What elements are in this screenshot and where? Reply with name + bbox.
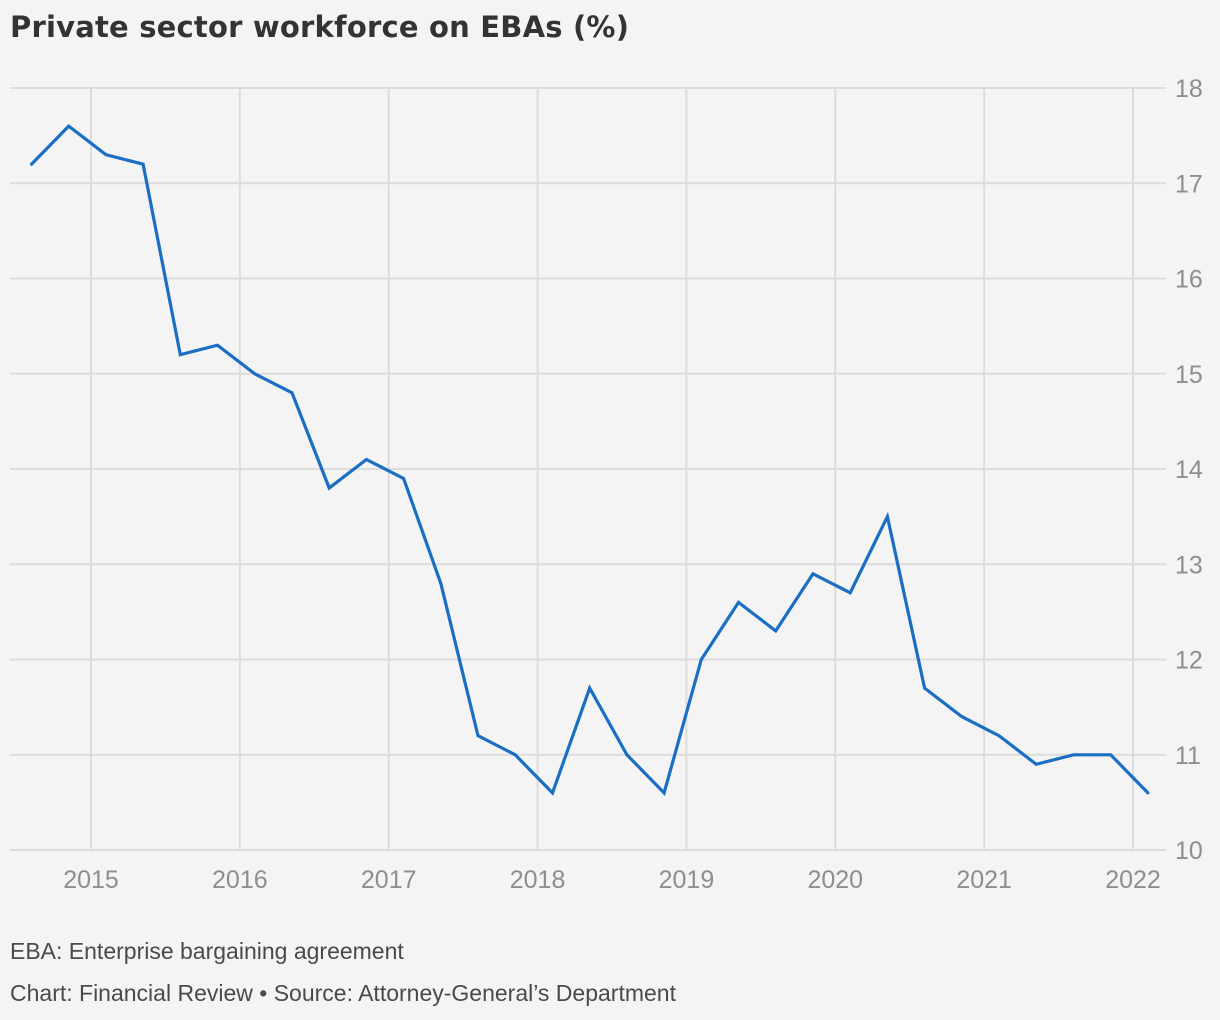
y-tick-label: 14 <box>1175 456 1203 484</box>
source-credit: Chart: Financial Review • Source: Attorn… <box>10 980 676 1006</box>
eba-definition-note: EBA: Enterprise bargaining agreement <box>10 938 404 964</box>
x-tick-label: 2017 <box>361 866 417 894</box>
x-tick-label: 2018 <box>510 866 566 894</box>
grid-lines <box>10 87 1166 851</box>
y-tick-label: 16 <box>1175 266 1203 294</box>
y-tick-label: 10 <box>1175 837 1203 865</box>
y-tick-label: 11 <box>1175 742 1201 770</box>
series-line <box>29 123 1150 797</box>
x-tick-label: 2021 <box>956 866 1012 894</box>
tick-labels: 10 11 12 13 14 15 16 17 18 2015 2016 2017 2018 2019 20… <box>63 75 1203 894</box>
y-tick-label: 12 <box>1175 647 1203 675</box>
x-tick-label: 2019 <box>659 866 715 894</box>
chart-title: Private sector workforce on EBAs (%) <box>10 10 630 44</box>
x-tick-label: 2015 <box>63 866 119 894</box>
y-tick-label: 18 <box>1175 75 1203 103</box>
series-lines <box>29 123 1150 797</box>
x-tick-label: 2016 <box>212 866 268 894</box>
x-tick-label: 2020 <box>807 866 863 894</box>
y-tick-label: 15 <box>1175 361 1203 389</box>
y-tick-label: 17 <box>1175 170 1203 198</box>
x-tick-label: 2022 <box>1105 866 1161 894</box>
y-tick-label: 13 <box>1175 551 1203 579</box>
